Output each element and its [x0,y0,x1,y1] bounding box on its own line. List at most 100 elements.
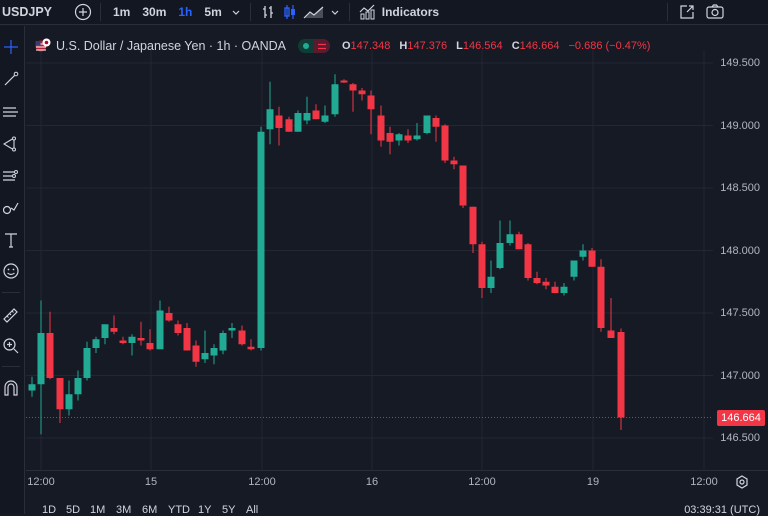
range-button-ytd[interactable]: YTD [168,504,190,516]
interval-1m[interactable]: 1m [113,5,131,19]
interval-30m[interactable]: 30m [142,5,167,19]
indicators-button[interactable]: Indicators [356,0,439,25]
range-button-6m[interactable]: 6M [142,504,158,516]
interval-1h[interactable]: 1h [178,5,193,19]
close-value: 146.664 [519,40,560,52]
market-status-pill[interactable] [297,39,330,53]
candle [423,115,431,135]
candle [404,129,412,143]
open-external-button[interactable] [676,0,698,25]
bottom-bar: 03:39:31 (UTC) 1D 5D 1M 3M 6M YTD 1Y 5Y All [26,500,768,516]
time-tick-label: 15 [144,476,158,488]
range-button-5d[interactable]: 5D [66,504,81,516]
change-value: −0.686 (−0.47%) [568,40,651,52]
candle [156,300,164,350]
candle [165,306,173,322]
candle [432,115,440,142]
horizontal-lines-icon [3,104,19,125]
candle [597,259,605,332]
price-axis[interactable]: 149.500 149.000 148.500 148.000 147.500 147.0… [713,50,768,464]
candle [358,88,366,101]
symbol-search[interactable]: USDJPY [0,0,58,25]
candles-style-button[interactable] [279,0,301,25]
trend-line-tool[interactable] [0,70,22,92]
measure-tool[interactable] [0,306,22,328]
area-chart-icon [301,1,327,23]
forecasting-tool[interactable] [0,167,22,189]
candle [201,330,209,363]
chart-style-dropdown[interactable] [327,0,343,25]
candlestick-chart[interactable] [26,50,713,470]
bars-style-button[interactable] [257,0,279,25]
candle [146,329,154,351]
open-value: 147.348 [350,40,391,52]
chart-settings-button[interactable] [735,475,749,494]
current-price-label: 146.664 [717,409,765,426]
range-button-all[interactable]: All [246,504,259,516]
candle [74,370,82,401]
candle [579,244,587,261]
trend-line-icon [3,71,19,92]
candle [551,281,559,293]
brush-tool[interactable] [0,199,22,221]
time-tick-label: 19 [586,476,600,488]
candle [312,104,320,120]
interval-5m[interactable]: 5m [204,5,222,19]
range-button-1m[interactable]: 1M [90,504,106,516]
interval-dropdown[interactable] [228,0,244,25]
divider [667,3,669,21]
utc-clock[interactable]: 03:39:31 (UTC) [684,504,760,516]
price-tick-label: 149.500 [720,57,760,69]
candle [469,206,477,253]
candle [395,133,403,146]
candle [65,380,73,416]
range-button-1y[interactable]: 1Y [198,504,212,516]
camera-icon [704,1,726,23]
candle [386,126,394,155]
candle [37,300,45,435]
candle [588,248,596,267]
candle [459,165,467,208]
drawing-toolbar [0,26,25,514]
price-tick-label: 149.000 [720,119,760,132]
snapshot-button[interactable] [704,0,726,25]
range-button-5y[interactable]: 5Y [222,504,236,516]
pattern-tool[interactable] [0,135,22,157]
crosshair-tool[interactable] [0,38,22,60]
price-tick-label: 148.000 [720,244,760,257]
time-axis[interactable]: 12:00 15 12:00 16 12:00 19 12:00 [26,470,768,490]
time-tick-label: 12:00 [690,476,718,488]
emoji-tool[interactable] [0,262,22,284]
area-style-button[interactable] [301,0,327,25]
low-key: L [456,40,463,52]
candle [321,105,329,123]
candle [506,220,514,246]
smiley-icon [3,262,19,284]
range-button-1d[interactable]: 1D [42,504,57,516]
text-tool[interactable] [0,231,22,253]
time-tick-label: 16 [365,476,379,488]
candle [28,376,36,397]
compare-button[interactable] [72,0,94,25]
close-key: C [511,40,520,52]
divider [348,3,350,21]
us-jp-flag-icon [34,38,52,55]
settings-gear-icon [735,475,749,493]
candle [413,123,421,141]
toolbar-divider [2,366,20,367]
top-toolbar: USDJPY 1m 30m 1h 5m [0,0,768,25]
low-value: 146.564 [462,40,503,52]
candles-icon [279,1,301,23]
candle [275,106,283,146]
candle [257,126,265,351]
candle [228,323,236,338]
zoom-in-tool[interactable] [0,337,22,359]
range-button-3m[interactable]: 3M [116,504,132,516]
chart-title[interactable]: U.S. Dollar / Japanese Yen · 1h · OANDA [56,39,286,53]
candle [340,79,348,83]
magnet-tool[interactable] [0,379,22,401]
pattern-icon [2,136,19,157]
candle [515,231,523,250]
candle [247,339,255,351]
fib-tool[interactable] [0,103,22,125]
